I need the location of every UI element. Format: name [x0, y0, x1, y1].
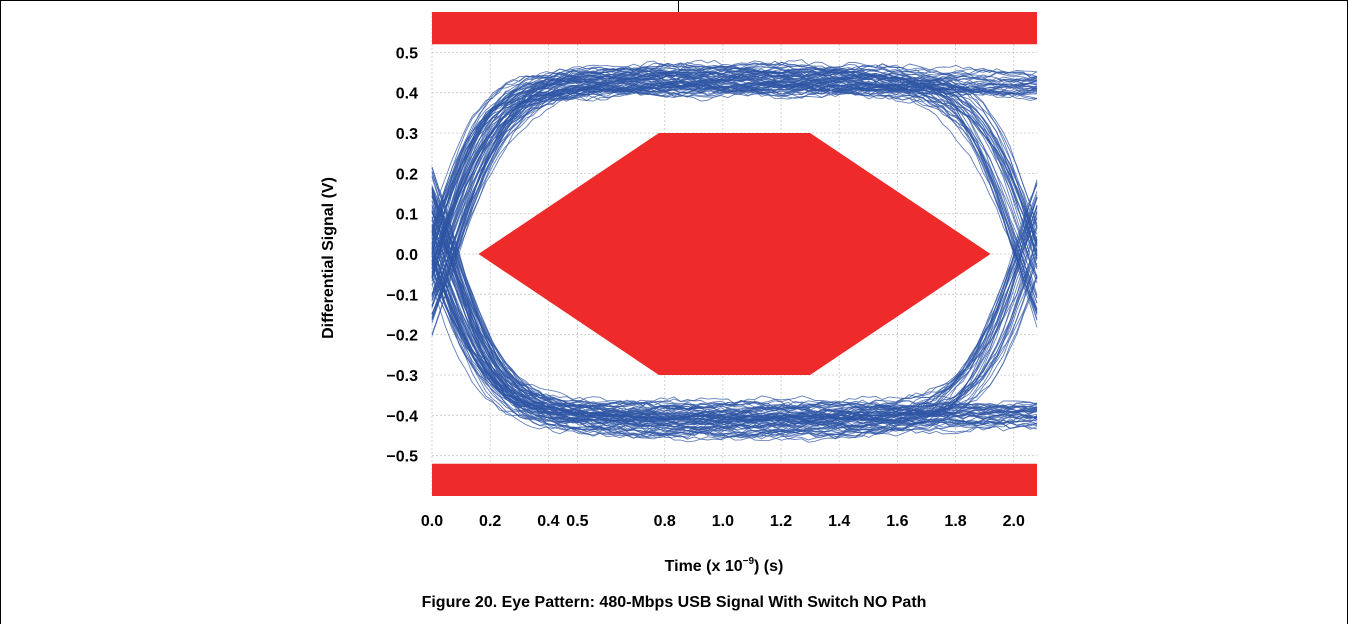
- y-tick-label: −0.4: [386, 408, 418, 425]
- signal-trace: [431, 66, 1038, 311]
- signal-trace: [431, 74, 1038, 255]
- y-tick-label: 0.2: [396, 166, 418, 183]
- y-tick-label: 0.3: [396, 126, 418, 143]
- x-tick-label: 0.4: [537, 513, 559, 530]
- eye-diagram-chart: 0.5 0.4 0.3 0.2 0.1 0.0 −0.1 −0.2 −0.3 −0.4 −0.5 0…: [320, 12, 1038, 575]
- signal-trace: [431, 197, 1038, 436]
- x-tick-label: 0.8: [654, 513, 676, 530]
- y-tick-label: 0.1: [396, 207, 418, 224]
- y-tick-label: −0.2: [386, 328, 418, 345]
- signal-trace: [431, 67, 1038, 268]
- x-axis-label-suffix: ) (s): [754, 558, 783, 575]
- signal-trace: [431, 172, 1038, 427]
- x-tick-label: 0.5: [566, 513, 588, 530]
- x-tick-label: 1.2: [770, 513, 792, 530]
- x-tick-label: 2.0: [1003, 513, 1025, 530]
- y-tick-label: 0.0: [396, 247, 418, 264]
- y-tick-label: −0.5: [386, 449, 418, 466]
- signal-trace: [431, 166, 1038, 432]
- signal-trace: [431, 184, 1038, 426]
- signal-trace: [431, 79, 1038, 256]
- x-tick-label: 1.8: [944, 513, 966, 530]
- mask-hexagon: [478, 133, 991, 375]
- x-tick-label: 0.2: [479, 513, 501, 530]
- signal-trace: [431, 185, 1038, 421]
- signal-trace: [431, 239, 1038, 406]
- y-tick-label: −0.3: [386, 368, 418, 385]
- x-axis-label: Time (x 10−9) (s): [665, 556, 784, 575]
- signal-trace: [431, 183, 1038, 441]
- x-tick-label: 1.0: [712, 513, 734, 530]
- figure-caption: Figure 20. Eye Pattern: 480-Mbps USB Sig…: [421, 594, 927, 611]
- y-tick-labels: 0.5 0.4 0.3 0.2 0.1 0.0 −0.1 −0.2 −0.3 −0.4 −0.5: [386, 45, 418, 465]
- signal-trace: [431, 67, 1038, 300]
- signal-trace: [431, 192, 1038, 421]
- signal-trace: [431, 175, 1038, 427]
- x-axis-label-prefix: Time (x 10: [665, 558, 743, 575]
- signal-trace: [431, 62, 1038, 279]
- signal-trace: [431, 211, 1038, 416]
- column-divider: [678, 0, 679, 12]
- x-tick-label: 0.0: [421, 513, 443, 530]
- y-tick-label: −0.1: [386, 287, 418, 304]
- mask-bottom-band: [432, 463, 1037, 496]
- y-axis-label: Differential Signal (V): [320, 177, 337, 339]
- signal-trace: [431, 81, 1038, 304]
- x-tick-label: 1.4: [828, 513, 850, 530]
- y-tick-label: 0.5: [396, 45, 418, 62]
- signal-trace: [431, 89, 1038, 278]
- signal-trace: [431, 86, 1038, 306]
- signal-trace: [431, 79, 1038, 275]
- mask-top-band: [432, 12, 1037, 45]
- signal-traces: [431, 59, 1038, 443]
- x-tick-labels: 0.0 0.2 0.4 0.5 0.8 1.0 1.2 1.4 1.6 1.8 2.0: [421, 513, 1025, 530]
- x-tick-label: 1.6: [886, 513, 908, 530]
- signal-trace: [431, 200, 1038, 440]
- signal-trace: [431, 277, 1038, 420]
- x-axis-label-exponent: −9: [743, 556, 755, 567]
- y-tick-label: 0.4: [396, 86, 418, 103]
- signal-trace: [431, 76, 1038, 268]
- compliance-mask: [432, 12, 1037, 496]
